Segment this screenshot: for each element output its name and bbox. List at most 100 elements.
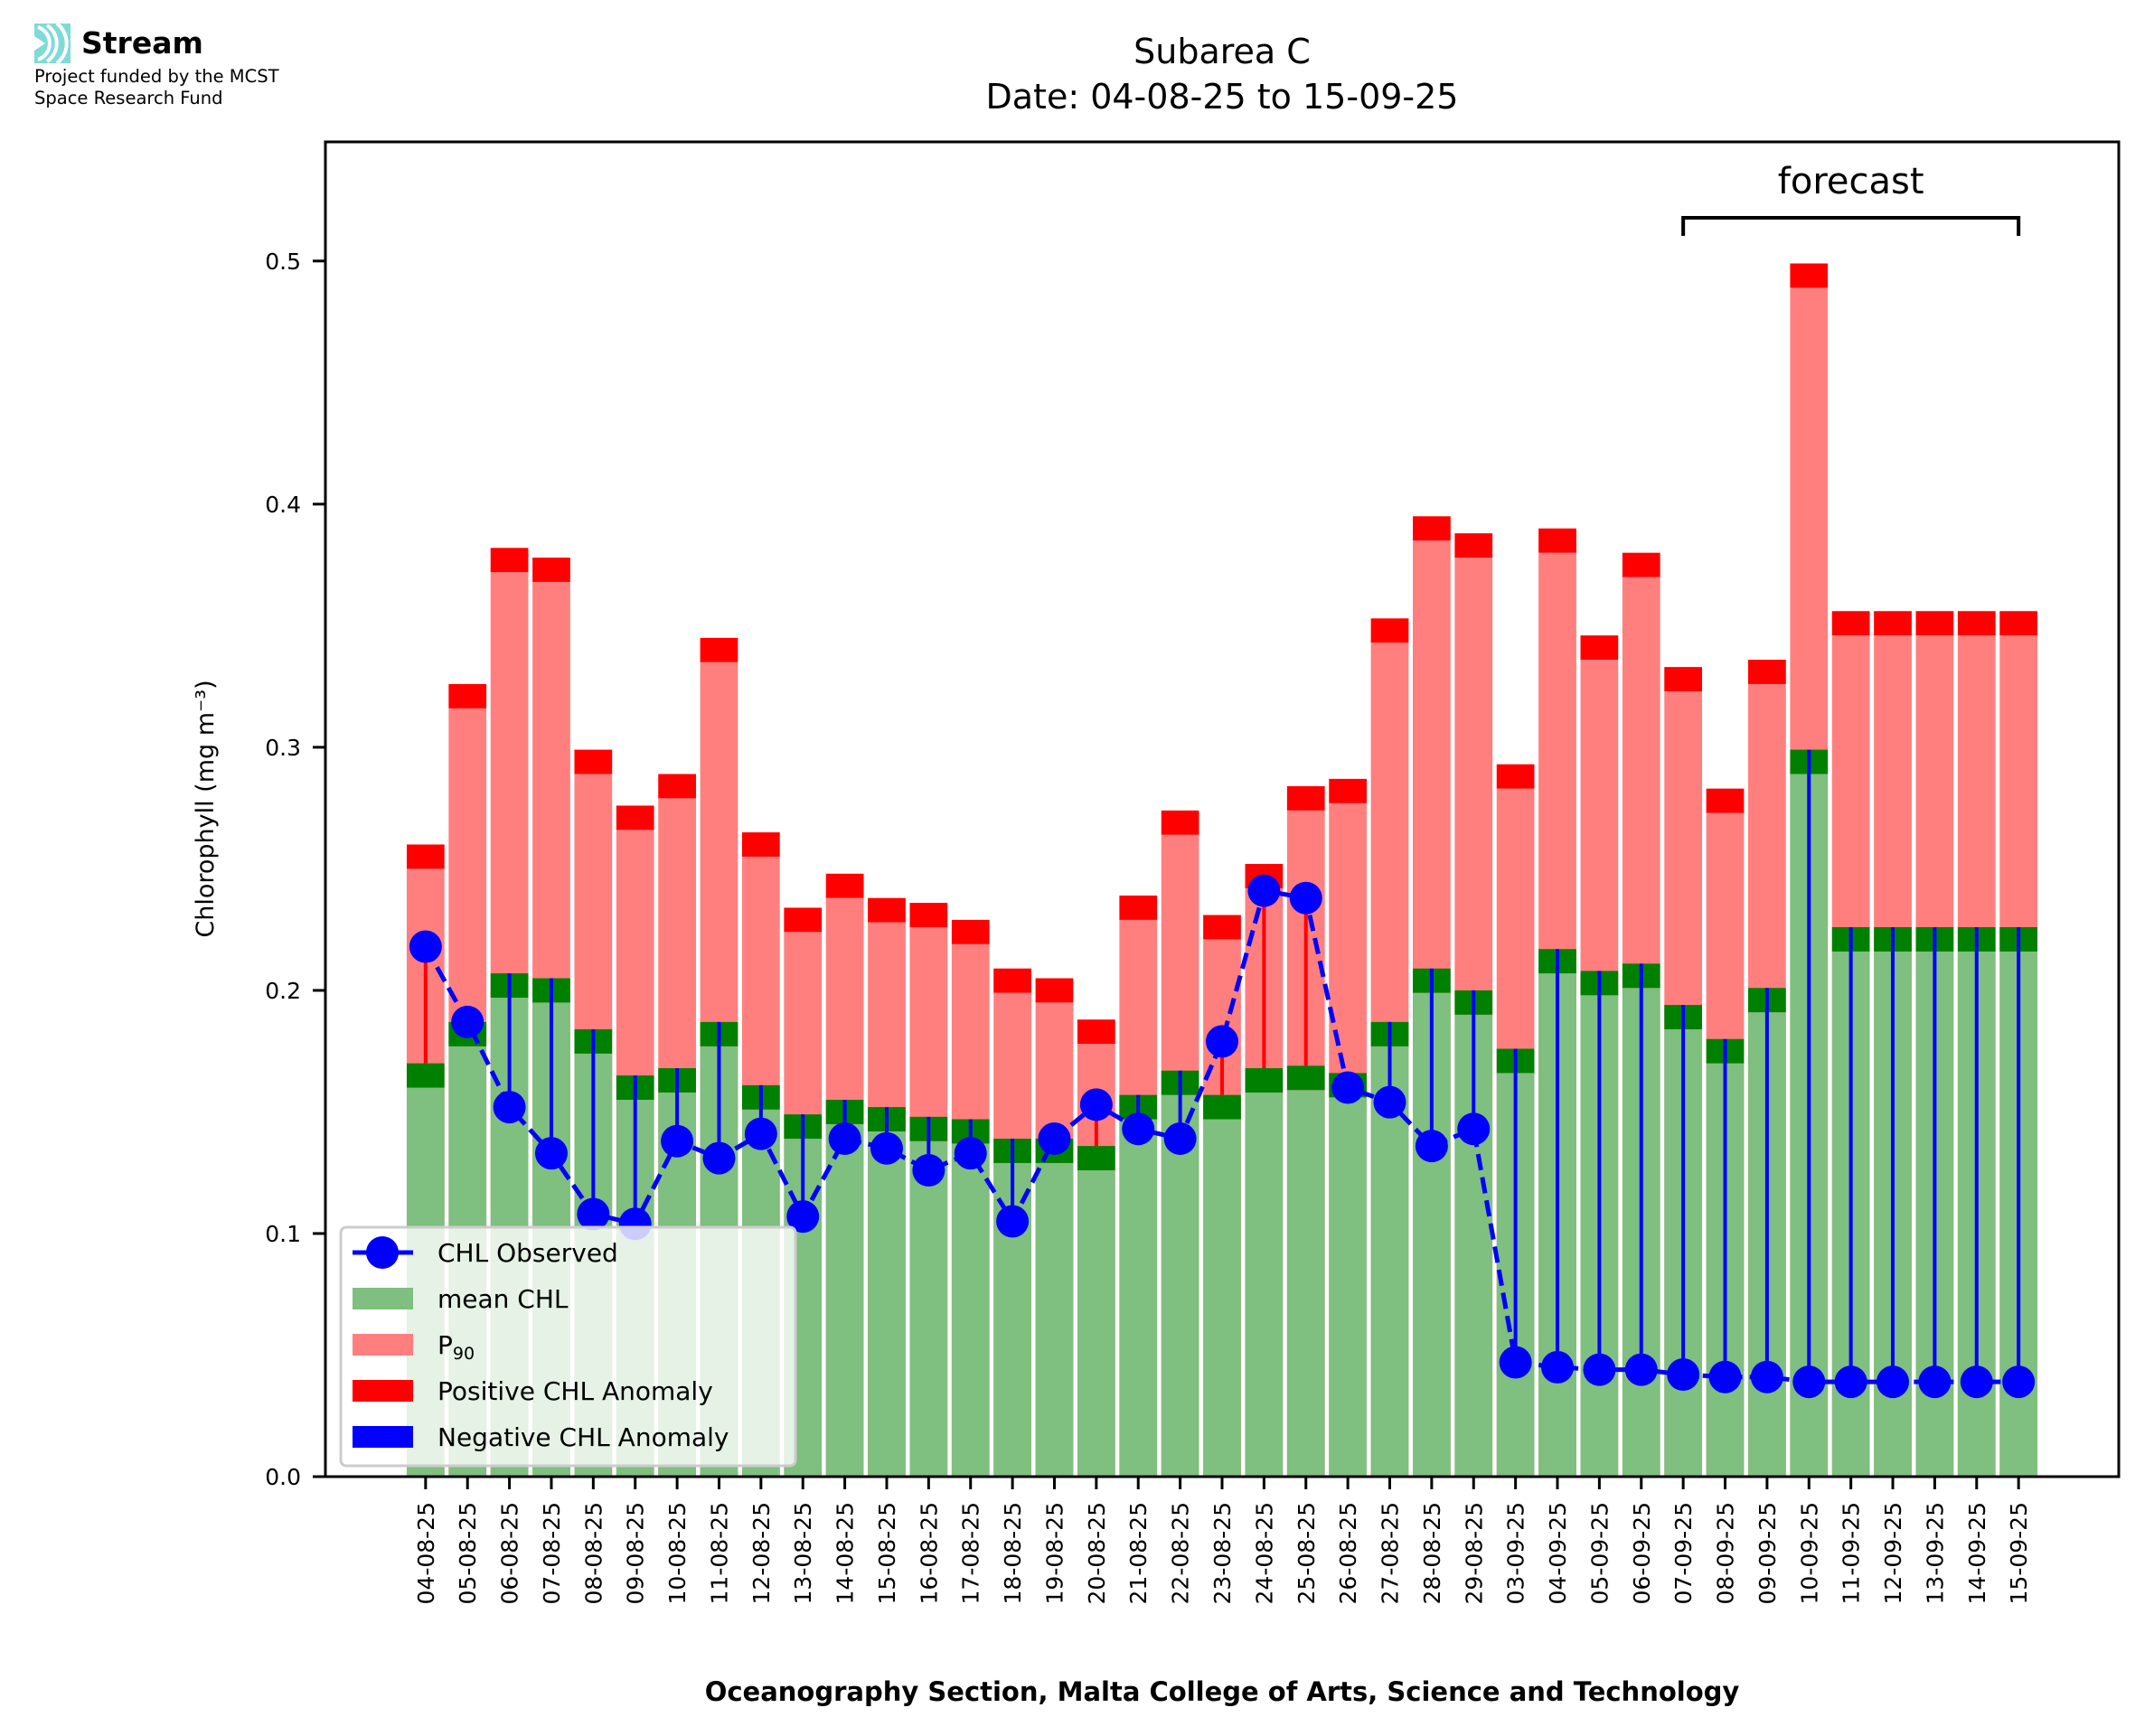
legend-label: mean CHL	[437, 1284, 569, 1314]
x-tick-label: 08-08-25	[580, 1502, 607, 1604]
observed-point	[870, 1131, 903, 1165]
x-tick-label: 28-08-25	[1419, 1502, 1445, 1604]
x-tick-label: 03-09-25	[1503, 1502, 1529, 1604]
x-tick-label: 08-09-25	[1713, 1502, 1739, 1604]
y-tick-label: 0.0	[265, 1464, 301, 1490]
x-tick-label: 14-08-25	[832, 1502, 859, 1604]
observed-point	[786, 1200, 820, 1234]
observed-point	[1122, 1112, 1155, 1146]
mean-bar	[1329, 1097, 1367, 1477]
p90-band	[951, 919, 990, 944]
observed-point	[534, 1137, 568, 1170]
observed-point	[1667, 1358, 1700, 1392]
mean-bar	[1203, 1119, 1241, 1477]
observed-point	[1289, 881, 1322, 915]
p90-band	[1496, 764, 1535, 789]
x-tick-label: 05-09-25	[1586, 1502, 1613, 1604]
x-tick-label: 13-08-25	[790, 1502, 816, 1604]
x-tick-label: 22-08-25	[1168, 1502, 1194, 1604]
observed-point	[1331, 1071, 1365, 1104]
observed-point	[996, 1205, 1030, 1238]
p90-band	[406, 844, 445, 869]
p90-band	[1957, 611, 1996, 636]
x-tick-label: 11-08-25	[706, 1502, 732, 1604]
p90-band	[1035, 978, 1074, 1003]
observed-point	[1834, 1365, 1867, 1399]
observed-point	[954, 1137, 987, 1170]
p90-band	[1874, 611, 1912, 636]
p90-band	[868, 897, 906, 923]
x-tick-label: 15-09-25	[2006, 1502, 2032, 1604]
p90-band	[1077, 1019, 1115, 1045]
x-tick-label: 10-09-25	[1796, 1502, 1822, 1604]
legend-label: Negative CHL Anomaly	[437, 1422, 729, 1452]
observed-point	[1792, 1365, 1826, 1399]
observed-point	[912, 1154, 945, 1187]
x-tick-label: 09-08-25	[623, 1502, 649, 1604]
p90-band	[1203, 915, 1241, 940]
forecast-bracket	[1681, 216, 2021, 236]
p90-band	[574, 749, 613, 774]
p90-band	[784, 907, 823, 933]
p90-band	[1286, 785, 1325, 811]
p90-band	[993, 968, 1031, 993]
p90-band	[1831, 611, 1870, 636]
mean-band	[1286, 1065, 1325, 1091]
p90-band	[700, 637, 738, 662]
mean-band	[1245, 1068, 1284, 1093]
x-tick-label: 09-09-25	[1754, 1502, 1781, 1604]
observed-point	[1918, 1365, 1952, 1399]
x-tick-label: 07-08-25	[539, 1502, 565, 1604]
x-tick-label: 14-09-25	[1964, 1502, 1990, 1604]
legend-swatch-icon	[353, 1334, 413, 1356]
p90-band	[1664, 667, 1703, 692]
observed-point	[1960, 1365, 1993, 1399]
observed-point	[1206, 1025, 1238, 1058]
x-axis-label: Oceanography Section, Malta College of A…	[705, 1676, 1740, 1707]
observed-point	[577, 1197, 610, 1231]
x-tick-label: 05-08-25	[455, 1502, 481, 1604]
x-tick-label: 26-08-25	[1335, 1502, 1361, 1604]
observed-point	[1079, 1088, 1113, 1121]
x-tick-label: 04-08-25	[413, 1502, 439, 1604]
x-tick-label: 23-08-25	[1209, 1502, 1236, 1604]
p90-band	[532, 558, 570, 582]
observed-point	[1877, 1365, 1910, 1399]
observed-line-layer	[409, 874, 2036, 1399]
legend-observed-marker-icon	[366, 1236, 399, 1269]
x-tick-label: 06-08-25	[497, 1502, 523, 1604]
p90-band	[1161, 810, 1199, 835]
p90-band	[1370, 618, 1409, 643]
p90-band	[1580, 635, 1619, 661]
p90-band	[1748, 660, 1786, 684]
x-tick-label: 20-08-25	[1084, 1502, 1110, 1604]
observed-point	[1415, 1130, 1448, 1163]
x-tick-label: 17-08-25	[958, 1502, 984, 1604]
y-axis: 0.0 0.1 0.2 0.3 0.4 0.5	[265, 249, 325, 1490]
p90-band	[490, 548, 529, 573]
x-tick-label: 07-09-25	[1670, 1502, 1697, 1604]
mean-band	[406, 1063, 445, 1088]
p90-band	[1413, 516, 1451, 541]
funding-line-2: Space Research Fund	[34, 88, 223, 108]
p90-band	[825, 873, 864, 898]
x-axis: 04-08-25 05-08-25 06-08-25 07-08-25 08-08-25…	[413, 1477, 2032, 1604]
p90-band	[1706, 788, 1745, 813]
mean-bar	[1035, 1162, 1074, 1477]
p90-band	[1622, 552, 1660, 577]
p90-band	[658, 774, 696, 799]
y-tick-label: 0.5	[265, 249, 301, 275]
p90-band	[616, 805, 654, 830]
y-axis-label: Chlorophyll (mg m⁻³)	[192, 680, 220, 937]
x-tick-label: 19-08-25	[1041, 1502, 1068, 1604]
observed-point	[493, 1091, 526, 1124]
x-tick-label: 27-08-25	[1378, 1502, 1404, 1604]
x-tick-label: 12-08-25	[748, 1502, 775, 1604]
observed-point	[744, 1117, 777, 1150]
p90-band	[1915, 611, 1954, 636]
mean-band	[1203, 1094, 1241, 1120]
chart-title: Subarea C	[1133, 32, 1311, 71]
x-tick-label: 25-08-25	[1293, 1502, 1320, 1604]
legend-swatch-icon	[353, 1426, 413, 1448]
